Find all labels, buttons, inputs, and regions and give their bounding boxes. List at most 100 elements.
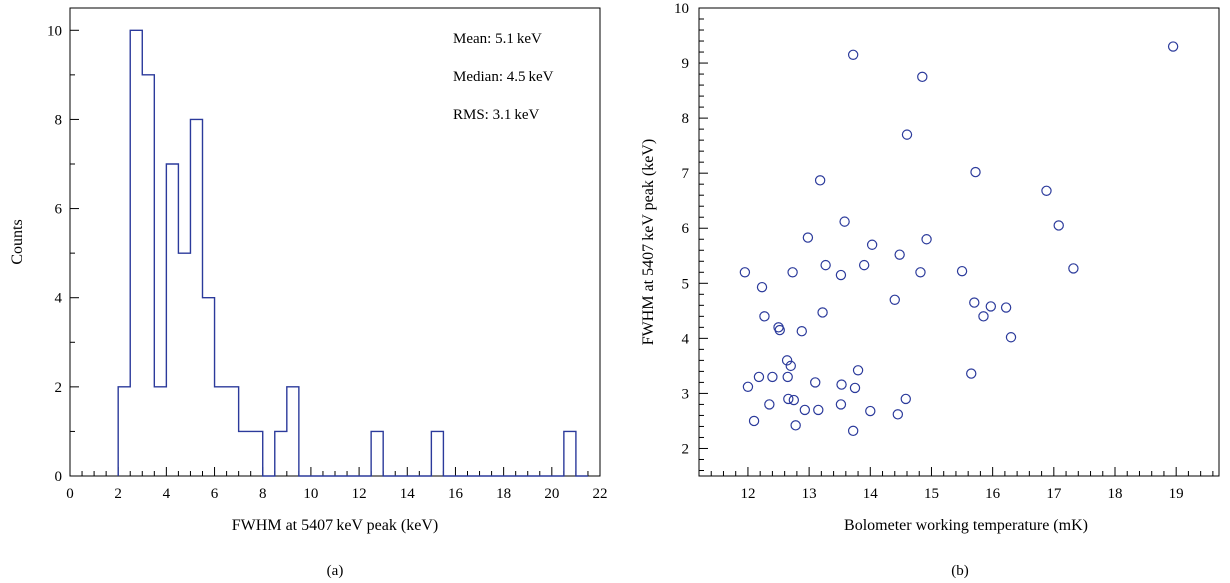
annotation-rms: RMS: 3.1 keV (453, 107, 540, 123)
y-tick-label: 2 (55, 380, 63, 396)
scatter-point (802, 232, 814, 243)
scatter-point (785, 360, 796, 372)
histogram-bin (190, 119, 202, 476)
annotation-median: Median: 4.5 keV (453, 69, 554, 85)
histogram-bin (203, 298, 215, 476)
scatter-point (1068, 263, 1079, 274)
y-tick-label: 4 (55, 291, 63, 307)
y-tick-label: 10 (674, 1, 689, 17)
scatter-point (767, 371, 778, 383)
scatter-point (847, 425, 859, 437)
scatter-point (956, 265, 968, 277)
panel-a-x-tick-labels: 0 2 4 6 8 10 12 14 16 18 20 22 (66, 486, 607, 502)
scatter-point (764, 399, 775, 410)
x-tick-label: 10 (303, 486, 318, 502)
scatter-point (1000, 302, 1012, 313)
histogram-bin (275, 431, 287, 476)
scatter-point (866, 239, 878, 250)
panel-a-caption: (a) (327, 563, 344, 579)
scatter-point (966, 368, 977, 379)
scatter-point (894, 249, 905, 260)
scatter-point (790, 420, 801, 431)
x-tick-label: 22 (593, 486, 608, 502)
y-tick-label: 4 (682, 331, 690, 347)
scatter-point (858, 259, 870, 271)
histogram-bin (251, 431, 263, 476)
scatter-point (813, 404, 824, 416)
y-tick-label: 0 (55, 469, 63, 485)
scatter-point (1167, 41, 1179, 52)
scatter-point (1053, 220, 1064, 231)
panel-b-caption: (b) (951, 563, 969, 579)
scatter-point (774, 324, 785, 336)
scatter-point (835, 269, 847, 281)
panel-b-y-axis-label: FWHM at 5407 keV peak (keV) (640, 139, 657, 345)
histogram-bin (371, 431, 383, 476)
histogram-bin (130, 30, 142, 476)
scatter-point (847, 49, 859, 61)
y-tick-label: 8 (55, 112, 63, 128)
x-tick-label: 13 (802, 486, 817, 502)
scatter-point (814, 175, 826, 186)
x-tick-label: 15 (924, 486, 939, 502)
histogram-bin (154, 387, 166, 476)
panel-b-frame (698, 7, 1220, 477)
y-tick-label: 3 (682, 386, 690, 402)
scatter-point (969, 297, 980, 308)
scatter-point (810, 377, 821, 388)
x-tick-label: 14 (863, 486, 879, 502)
x-tick-label: 0 (66, 486, 74, 502)
panel-b-ticks (698, 7, 1214, 476)
scatter-point (835, 399, 847, 410)
y-tick-label: 2 (682, 441, 690, 457)
scatter-point (900, 393, 911, 405)
x-tick-label: 2 (114, 486, 122, 502)
scatter-point (748, 415, 760, 427)
scatter-point (921, 234, 932, 245)
y-tick-label: 10 (47, 23, 62, 39)
histogram-outline (117, 29, 588, 477)
scatter-point (782, 371, 793, 383)
histogram-bin (118, 387, 130, 476)
scatter-point (892, 409, 904, 420)
scatter-point (759, 311, 770, 322)
scatter-point (820, 259, 831, 271)
panel-b-y-tick-labels: 2 3 4 5 6 7 8 9 10 (674, 1, 690, 457)
histogram-bin (239, 431, 251, 476)
panel-b: 12 13 14 15 16 17 18 19 2 3 4 5 6 7 8 9 10 Bolometer wo… (640, 1, 1220, 579)
scatter-point (1041, 185, 1052, 196)
scatter-point (739, 267, 751, 278)
panel-a-x-axis-label: FWHM at 5407 keV peak (keV) (232, 517, 438, 534)
x-tick-label: 8 (259, 486, 267, 502)
x-tick-label: 16 (985, 486, 1001, 502)
y-tick-label: 7 (682, 166, 690, 182)
panel-b-x-axis-label: Bolometer working temperature (mK) (844, 517, 1088, 534)
panel-a-ticks (69, 29, 601, 477)
x-tick-label: 14 (400, 486, 416, 502)
y-tick-label: 9 (682, 56, 690, 72)
y-tick-label: 6 (682, 221, 690, 237)
histogram-bin (166, 164, 178, 476)
x-tick-label: 12 (740, 486, 755, 502)
histogram-bin (178, 253, 190, 476)
x-tick-label: 12 (352, 486, 367, 502)
y-tick-label: 6 (55, 202, 63, 218)
scatter-point (788, 394, 800, 406)
y-tick-label: 5 (682, 276, 690, 292)
scatter-point (756, 281, 768, 293)
annotation-mean: Mean: 5.1 keV (453, 31, 542, 47)
histogram-bin (564, 431, 576, 476)
panel-a: 0 2 4 6 8 10 12 14 16 18 20 22 0 2 4 6 8 10 FWHM at 5407… (9, 7, 608, 579)
scatter-point (849, 382, 861, 394)
scatter-point (901, 129, 913, 140)
scatter-points (739, 41, 1179, 437)
x-tick-label: 19 (1169, 486, 1184, 502)
scatter-point (836, 379, 847, 390)
histogram-bin (287, 387, 299, 476)
scatter-point (917, 71, 928, 83)
x-tick-label: 18 (1108, 486, 1123, 502)
scatter-point (742, 381, 754, 393)
scatter-point (796, 325, 807, 337)
histogram-bin (142, 75, 154, 476)
scatter-point (865, 405, 876, 417)
